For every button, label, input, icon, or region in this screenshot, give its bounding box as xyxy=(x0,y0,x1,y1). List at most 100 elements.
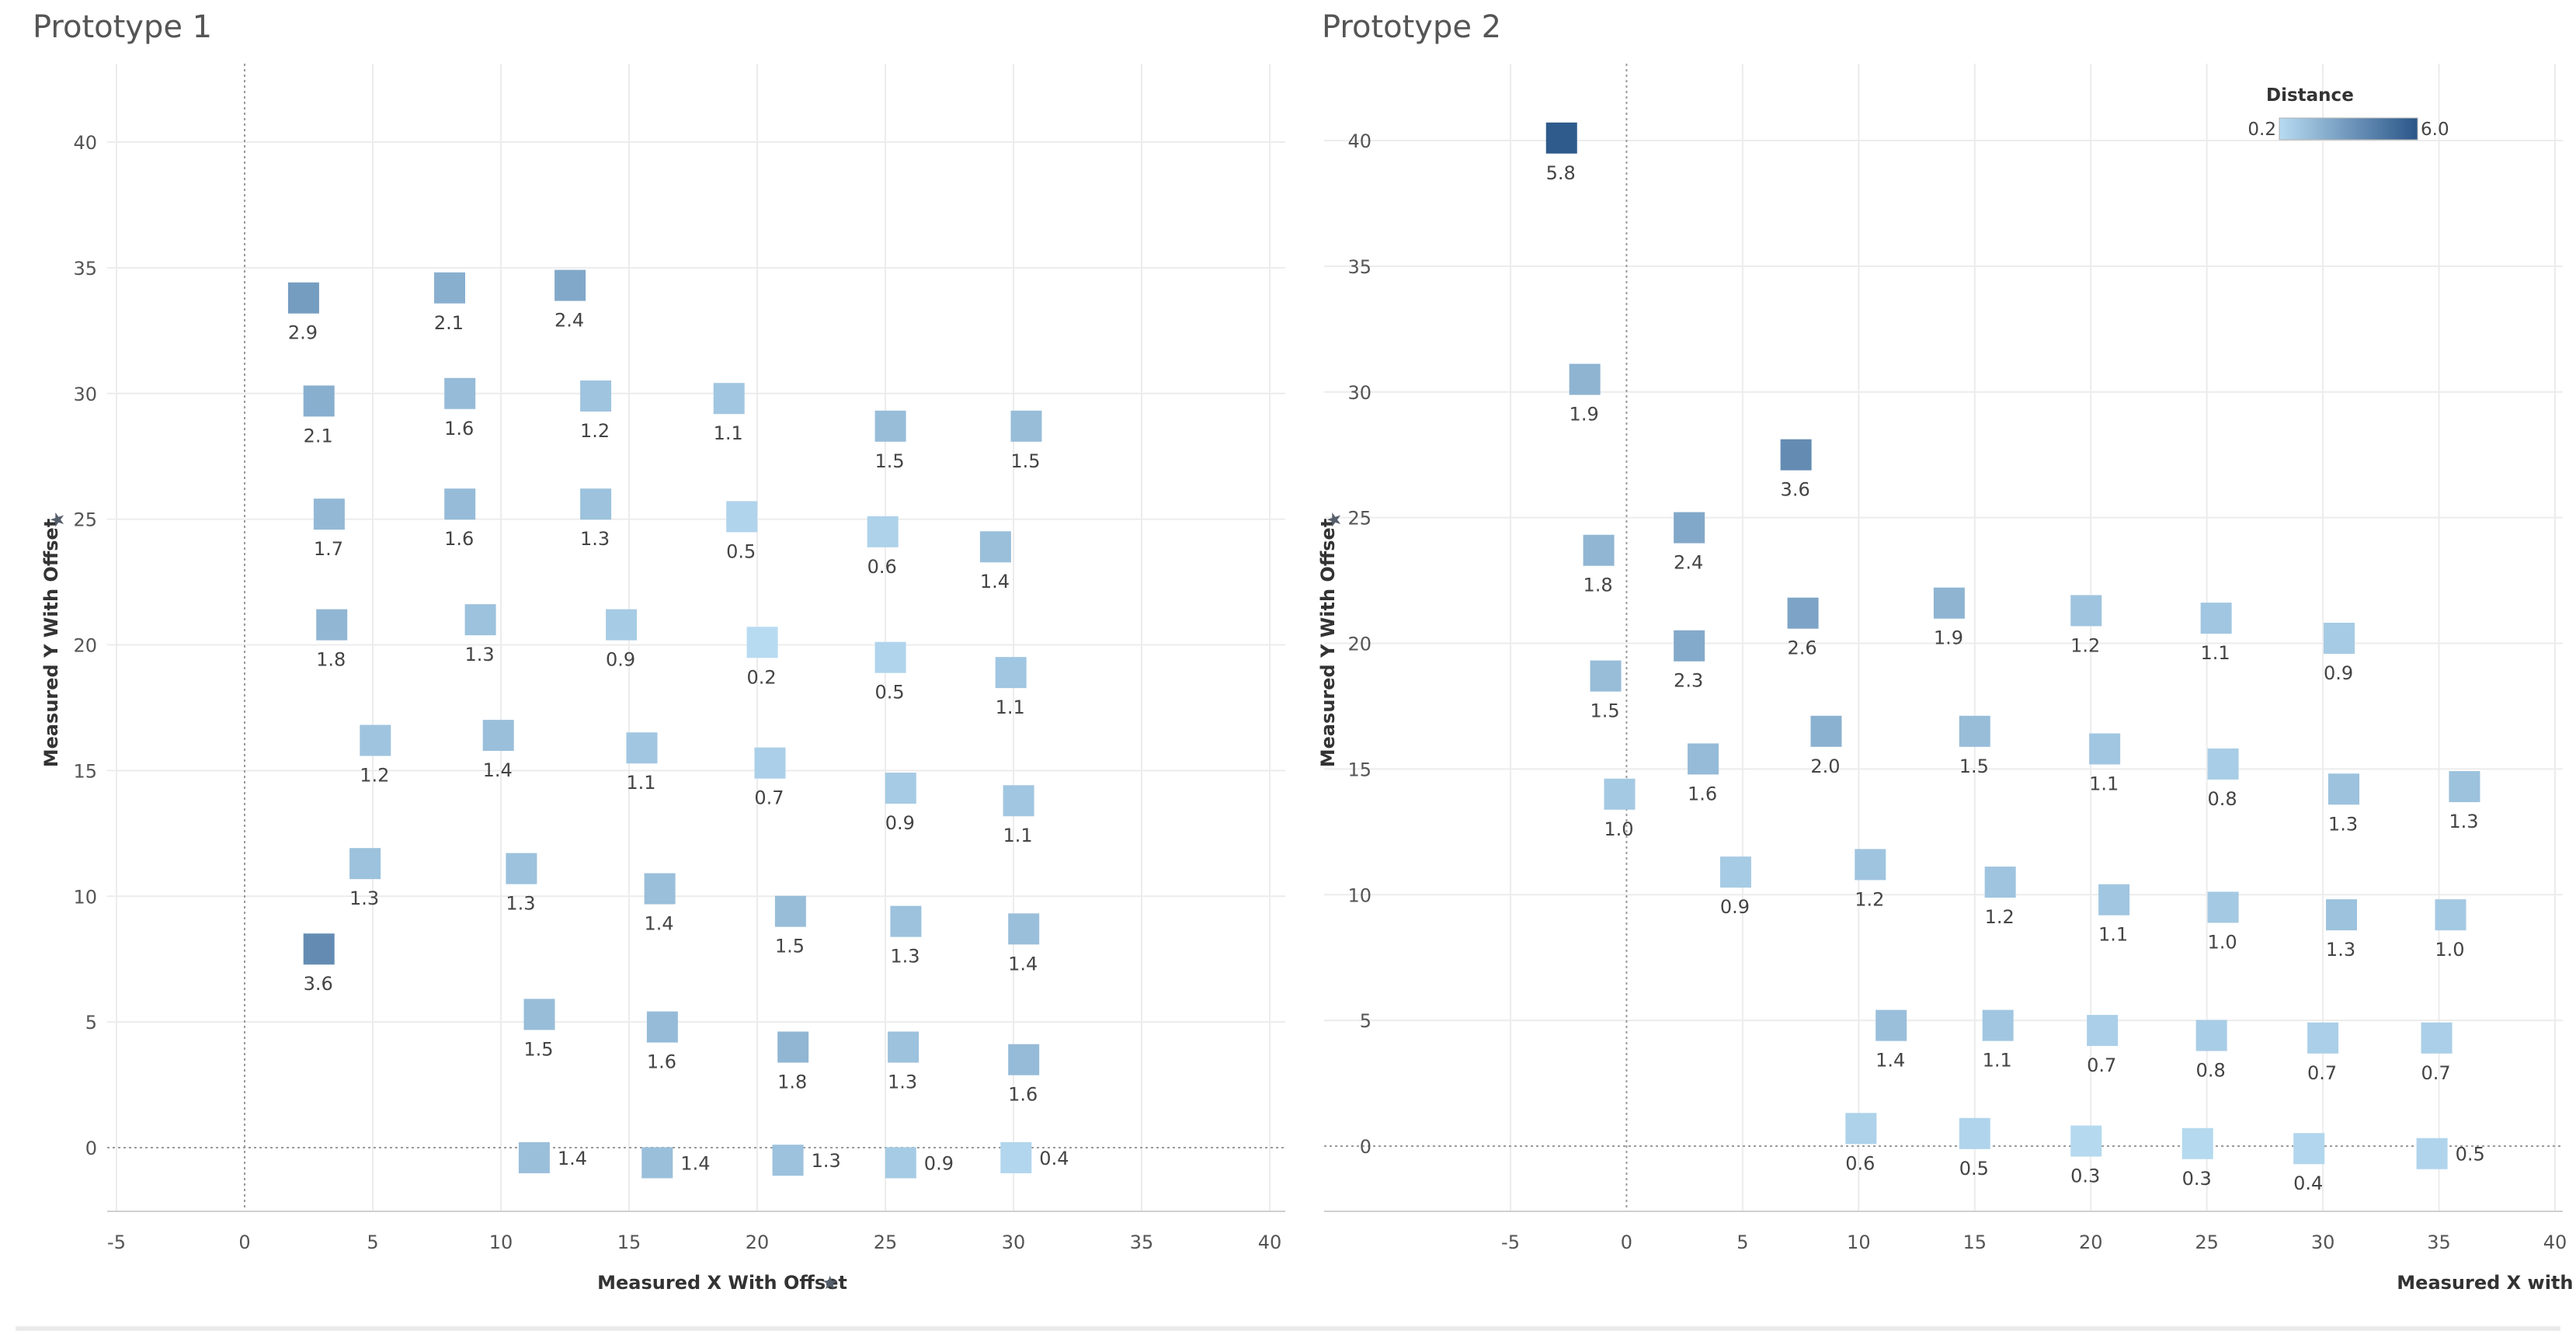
data-point xyxy=(867,516,899,547)
data-label: 1.4 xyxy=(680,1152,710,1174)
data-label: 1.5 xyxy=(1590,700,1619,722)
data-point xyxy=(2328,773,2360,805)
data-label: 1.0 xyxy=(1604,818,1633,840)
x-tick-label: 30 xyxy=(1002,1232,1026,1253)
data-label: 1.6 xyxy=(1008,1084,1038,1106)
data-label: 1.3 xyxy=(349,888,379,909)
data-label: 2.4 xyxy=(554,310,584,332)
data-label: 1.0 xyxy=(2208,931,2237,953)
data-label: 1.4 xyxy=(1008,953,1038,974)
data-label: 0.4 xyxy=(1039,1148,1069,1169)
pin-icon: ★ xyxy=(47,511,68,528)
data-label: 1.0 xyxy=(2435,939,2464,961)
data-label: 1.3 xyxy=(580,528,610,550)
data-label: 1.1 xyxy=(2098,924,2128,946)
bottom-divider xyxy=(16,1326,2560,1331)
data-point xyxy=(518,1141,550,1173)
data-point xyxy=(726,501,758,533)
data-point xyxy=(1959,1117,1990,1149)
scatter-plot[interactable]: -5 0 5 10 15 20 25 30 35 40 0 5 10 15 20 25 30 35 40 Measur… xyxy=(0,0,1289,1328)
x-tick-label: 20 xyxy=(746,1232,770,1253)
data-label: 0.4 xyxy=(2293,1173,2323,1194)
data-label: 1.8 xyxy=(1583,575,1612,596)
legend-title: Distance xyxy=(2266,85,2354,106)
data-point xyxy=(1876,1009,1907,1041)
data-point xyxy=(646,1011,678,1043)
y-tick-label: 40 xyxy=(73,132,97,154)
data-point xyxy=(1569,363,1601,395)
data-point xyxy=(444,377,476,409)
data-point xyxy=(1545,122,1577,154)
data-point xyxy=(316,609,348,641)
data-point xyxy=(772,1145,804,1176)
data-label: 1.2 xyxy=(580,420,610,442)
data-point xyxy=(2207,748,2239,780)
data-label: 1.7 xyxy=(314,538,343,560)
chart-title: Prototype 2 xyxy=(1322,9,1502,45)
data-point xyxy=(885,1147,916,1179)
data-label: 0.9 xyxy=(924,1152,954,1174)
data-point xyxy=(888,1031,920,1063)
data-point xyxy=(2070,1125,2102,1157)
data-point xyxy=(1583,534,1615,566)
data-point xyxy=(2326,899,2358,931)
data-label: 0.8 xyxy=(2196,1060,2226,1082)
data-point xyxy=(641,1147,673,1179)
data-point xyxy=(2449,771,2480,803)
data-label: 1.5 xyxy=(875,450,905,472)
y-tick-label: 0 xyxy=(85,1138,97,1159)
data-label: 1.4 xyxy=(483,759,513,781)
x-tick-label: 25 xyxy=(874,1232,898,1253)
data-point xyxy=(885,773,916,804)
data-point xyxy=(1604,778,1636,810)
data-point xyxy=(1008,1044,1040,1075)
data-point xyxy=(1982,1009,2014,1041)
data-label: 1.2 xyxy=(2070,634,2100,656)
data-point xyxy=(1010,410,1042,442)
y-axis-title: Measured Y With Offset xyxy=(40,519,62,768)
scatter-plot[interactable]: -5 0 5 10 15 20 25 30 35 40 0 5 10 15 20 25 30 35 40 Measur… xyxy=(1289,0,2576,1328)
data-point xyxy=(979,531,1011,563)
y-tick-label: 35 xyxy=(73,258,97,280)
x-tick-label: 5 xyxy=(1736,1232,1748,1253)
data-label: 1.5 xyxy=(523,1038,553,1060)
data-label: 1.6 xyxy=(444,528,474,550)
legend-max-label: 6.0 xyxy=(2421,120,2449,140)
data-label: 2.4 xyxy=(1674,552,1703,574)
data-point xyxy=(1000,1141,1032,1173)
data-point xyxy=(644,873,676,905)
data-point xyxy=(777,1031,809,1063)
data-point xyxy=(2089,733,2121,765)
x-tick-label: 40 xyxy=(1258,1232,1282,1253)
data-label: 1.1 xyxy=(626,772,655,794)
pin-icon: ★ xyxy=(1323,511,1345,528)
data-label: 3.6 xyxy=(1781,479,1810,501)
data-label: 0.8 xyxy=(2208,788,2237,810)
x-tick-label: -5 xyxy=(1501,1232,1520,1253)
y-tick-label: 5 xyxy=(1360,1010,1371,1032)
x-tick-label: 35 xyxy=(1130,1232,1154,1253)
data-point xyxy=(360,724,391,756)
data-label: 2.6 xyxy=(1788,637,1817,659)
data-label: 0.3 xyxy=(2070,1166,2100,1187)
data-point xyxy=(2181,1127,2213,1159)
data-label: 1.6 xyxy=(1688,783,1717,804)
data-label: 1.1 xyxy=(996,697,1025,718)
data-point xyxy=(349,848,381,880)
x-axis-title: Measured X with Offset xyxy=(2397,1272,2576,1294)
x-tick-label: 35 xyxy=(2427,1232,2451,1253)
data-point xyxy=(1590,660,1622,692)
y-tick-label: 40 xyxy=(1347,130,1371,152)
y-tick-label: 15 xyxy=(1347,759,1371,780)
data-point xyxy=(1933,587,1965,619)
data-label: 0.9 xyxy=(1720,896,1750,918)
data-point xyxy=(606,609,638,641)
data-label: 0.5 xyxy=(875,682,905,704)
data-label: 1.4 xyxy=(1876,1050,1905,1072)
data-label: 1.3 xyxy=(506,893,535,915)
data-label: 1.2 xyxy=(1855,888,1884,910)
x-tick-label: -5 xyxy=(107,1232,126,1253)
prototype-2-panel: Prototype 2 -5 0 5 10 15 20 25 30 35 40 0 5 10 15 20 25… xyxy=(1289,0,2576,1328)
y-tick-label: 10 xyxy=(73,886,97,908)
plot-area: -5 0 5 10 15 20 25 30 35 40 0 5 10 15 20 25 30 35 40 Measur… xyxy=(40,64,1285,1294)
